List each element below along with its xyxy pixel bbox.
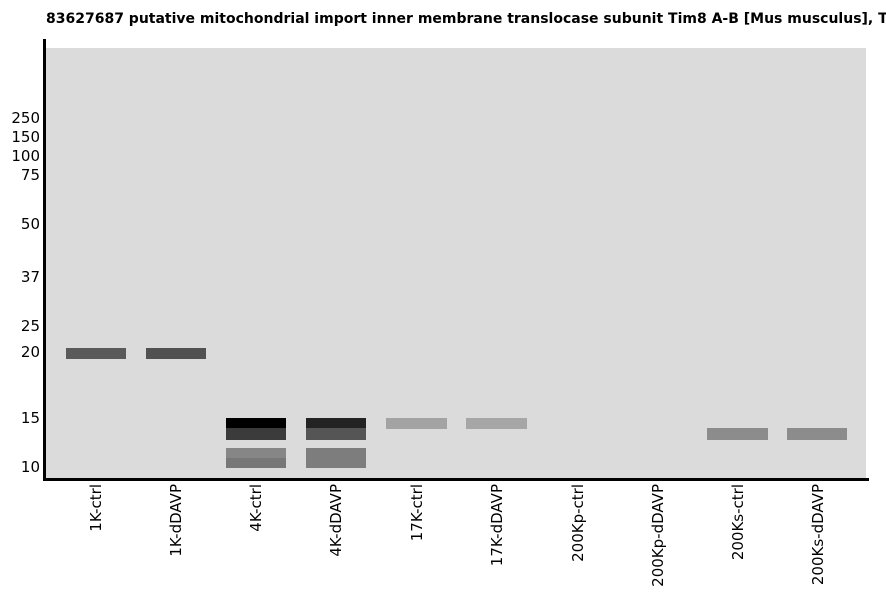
gel-band-17K-dDAVP-14.6kda <box>466 418 527 429</box>
lane-label-200Kp-dDAVP: 200Kp-dDAVP <box>649 484 667 587</box>
y-tick-label-50: 50 <box>20 215 40 233</box>
lane-label-4K-dDAVP: 4K-dDAVP <box>327 484 345 557</box>
y-tick-label-75: 75 <box>20 166 40 184</box>
y-tick-label-15: 15 <box>20 409 40 427</box>
gel-band-4K-ctrl-13.5kda <box>226 428 286 440</box>
y-tick-label-37: 37 <box>20 268 40 286</box>
gel-band-1K-dDAVP-20kda <box>146 348 206 359</box>
x-axis-line <box>43 478 869 481</box>
y-tick-label-10: 10 <box>20 458 40 476</box>
gel-band-4K-dDAVP-11kda <box>306 448 366 468</box>
y-tick-label-20: 20 <box>20 343 40 361</box>
y-tick-label-25: 25 <box>20 317 40 335</box>
gel-plot-area <box>46 48 866 478</box>
figure-title: 83627687 putative mitochondrial import i… <box>46 11 886 27</box>
gel-band-4K-ctrl-10.5kda <box>226 458 286 468</box>
y-axis-line <box>43 39 46 481</box>
gel-band-4K-dDAVP-14.8kda <box>306 418 366 428</box>
gel-band-1K-ctrl-20kda <box>66 348 126 359</box>
lane-label-4K-ctrl: 4K-ctrl <box>247 484 265 532</box>
gel-band-200Ks-dDAVP-13.4kda <box>787 428 847 440</box>
lane-label-200Kp-ctrl: 200Kp-ctrl <box>569 484 587 562</box>
y-tick-label-100: 100 <box>11 147 40 165</box>
y-tick-label-250: 250 <box>11 109 40 127</box>
gel-band-17K-ctrl-14.6kda <box>386 418 447 429</box>
gel-band-4K-ctrl-11.4kda <box>226 448 286 458</box>
lane-label-17K-dDAVP: 17K-dDAVP <box>488 484 506 567</box>
y-tick-label-150: 150 <box>11 128 40 146</box>
lane-label-17K-ctrl: 17K-ctrl <box>408 484 426 542</box>
lane-label-200Ks-dDAVP: 200Ks-dDAVP <box>809 484 827 586</box>
gel-band-200Ks-ctrl-13.4kda <box>707 428 768 440</box>
gel-band-4K-dDAVP-13.5kda <box>306 428 366 440</box>
gel-band-4K-ctrl-14.8kda <box>226 418 286 428</box>
lane-label-1K-ctrl: 1K-ctrl <box>87 484 105 532</box>
lane-label-200Ks-ctrl: 200Ks-ctrl <box>729 484 747 561</box>
lane-label-1K-dDAVP: 1K-dDAVP <box>167 484 185 557</box>
